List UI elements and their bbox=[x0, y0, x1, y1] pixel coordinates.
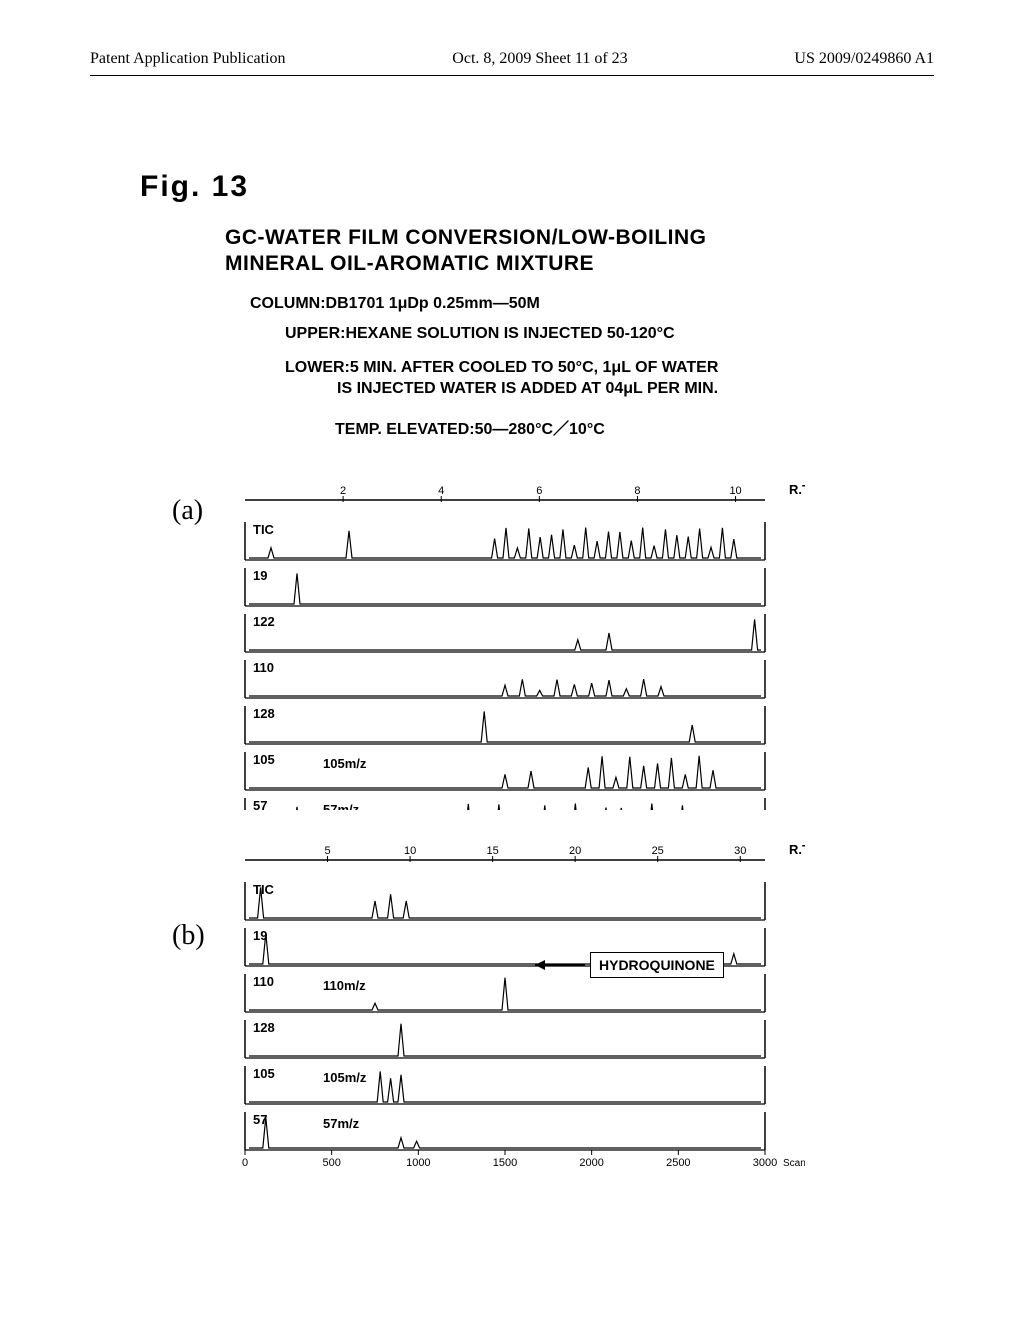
svg-text:TIC: TIC bbox=[253, 522, 275, 537]
panel-a-label: (a) bbox=[172, 495, 203, 527]
svg-text:1000: 1000 bbox=[406, 1157, 430, 1169]
svg-text:500: 500 bbox=[322, 1157, 340, 1169]
lower-spec-line2: IS INJECTED WATER IS ADDED AT 04μL PER M… bbox=[285, 379, 805, 400]
header-rule bbox=[90, 75, 934, 76]
svg-text:25: 25 bbox=[652, 845, 664, 857]
svg-text:57m/z: 57m/z bbox=[323, 1116, 360, 1131]
header-left: Patent Application Publication bbox=[90, 50, 286, 68]
figure-title: GC-WATER FILM CONVERSION/LOW-BOILING MIN… bbox=[225, 225, 875, 278]
svg-text:105: 105 bbox=[253, 1066, 275, 1081]
svg-text:20: 20 bbox=[569, 845, 581, 857]
header-center: Oct. 8, 2009 Sheet 11 of 23 bbox=[452, 50, 627, 68]
svg-text:4: 4 bbox=[438, 485, 444, 497]
title-line-2: MINERAL OIL-AROMATIC MIXTURE bbox=[225, 251, 875, 277]
svg-text:57: 57 bbox=[253, 798, 267, 810]
figure-label: Fig. 13 bbox=[140, 170, 249, 204]
svg-text:128: 128 bbox=[253, 706, 275, 721]
svg-text:122: 122 bbox=[253, 614, 275, 629]
chart-panel-b: 51015202530R.T.TIC19110110m/z128105105m/… bbox=[225, 840, 805, 1170]
svg-text:R.T.: R.T. bbox=[789, 842, 805, 857]
svg-text:19: 19 bbox=[253, 568, 267, 583]
svg-text:128: 128 bbox=[253, 1020, 275, 1035]
svg-text:6: 6 bbox=[536, 485, 542, 497]
svg-text:10: 10 bbox=[404, 845, 416, 857]
svg-text:1500: 1500 bbox=[493, 1157, 517, 1169]
svg-text:2: 2 bbox=[340, 485, 346, 497]
svg-text:Scan: Scan bbox=[783, 1158, 805, 1169]
svg-text:15: 15 bbox=[486, 845, 498, 857]
svg-text:2500: 2500 bbox=[666, 1157, 690, 1169]
svg-text:R.T.: R.T. bbox=[789, 482, 805, 497]
lower-spec-line1: LOWER:5 MIN. AFTER COOLED TO 50°C, 1μL O… bbox=[285, 359, 718, 376]
upper-spec: UPPER:HEXANE SOLUTION IS INJECTED 50-120… bbox=[285, 325, 675, 343]
svg-text:110: 110 bbox=[253, 660, 274, 675]
svg-text:30: 30 bbox=[734, 845, 746, 857]
svg-text:10: 10 bbox=[729, 485, 741, 497]
svg-text:3000: 3000 bbox=[753, 1157, 777, 1169]
title-line-1: GC-WATER FILM CONVERSION/LOW-BOILING bbox=[225, 225, 875, 251]
panel-b-label: (b) bbox=[172, 920, 205, 952]
lower-spec: LOWER:5 MIN. AFTER COOLED TO 50°C, 1μL O… bbox=[285, 358, 805, 400]
chart-panel-a: 2 4 6 8 10 R.T. TIC 19 122 110 128 105 105m/z 57 57m/z… bbox=[225, 480, 805, 810]
header-right: US 2009/0249860 A1 bbox=[794, 50, 934, 68]
svg-text:105m/z: 105m/z bbox=[323, 756, 367, 771]
svg-text:2000: 2000 bbox=[579, 1157, 603, 1169]
svg-text:5: 5 bbox=[324, 845, 330, 857]
page-header: Patent Application Publication Oct. 8, 2… bbox=[0, 50, 1024, 68]
svg-text:105: 105 bbox=[253, 752, 275, 767]
svg-text:TIC: TIC bbox=[253, 882, 275, 897]
svg-text:0: 0 bbox=[242, 1157, 248, 1169]
svg-text:110: 110 bbox=[253, 974, 274, 989]
svg-text:110m/z: 110m/z bbox=[323, 978, 366, 993]
svg-text:105m/z: 105m/z bbox=[323, 1070, 367, 1085]
hydroquinone-callout: HYDROQUINONE bbox=[590, 952, 724, 978]
svg-text:8: 8 bbox=[634, 485, 640, 497]
temp-spec: TEMP. ELEVATED:50—280°C／10°C bbox=[335, 415, 605, 439]
svg-text:57m/z: 57m/z bbox=[323, 802, 360, 810]
column-spec: COLUMN:DB1701 1μDp 0.25mm—50M bbox=[250, 295, 540, 313]
